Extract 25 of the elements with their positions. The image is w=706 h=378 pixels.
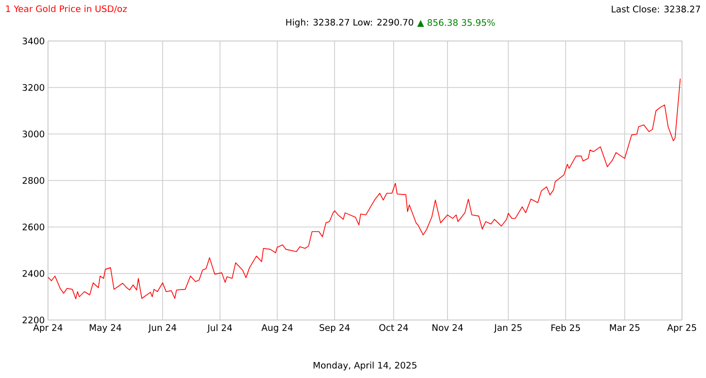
x-tick-label: May 24 (90, 324, 122, 333)
x-tick-label: Apr 24 (33, 324, 62, 333)
chart-title: 1 Year Gold Price in USD/oz (6, 5, 127, 13)
y-tick-label: 2800 (22, 177, 44, 184)
y-tick-label: 3200 (22, 84, 44, 91)
text: Monday, April 14, 2025 (314, 362, 416, 370)
y-tick-label: 2600 (22, 224, 44, 230)
text: ▲ 856.38 35.95% (417, 19, 495, 27)
text: Last Close: 3238.27 (612, 6, 700, 12)
y-tick-label: 3000 (22, 130, 44, 138)
y-tick-label: 3400 (22, 38, 44, 44)
chart-subtitle: High: 3238.27 Low: 2290.70 (286, 18, 414, 28)
x-tick-label: Oct 24 (379, 324, 408, 331)
x-tick-label: Aug 24 (261, 324, 293, 333)
x-tick-label: Sep 24 (320, 324, 350, 333)
x-tick-label: Mar 25 (610, 324, 640, 331)
x-tick-label: Feb 25 (551, 324, 580, 332)
x-tick-label: Jan 25 (494, 324, 522, 333)
x-tick-label: Jun 24 (148, 324, 176, 333)
x-tick-label: Jul 24 (206, 324, 232, 333)
x-tick-label: Nov 24 (432, 324, 463, 331)
y-tick-label: 2400 (22, 270, 44, 277)
x-tick-label: Apr 25 (667, 324, 696, 333)
y-tick-label: 2200 (22, 316, 44, 324)
line-series (48, 78, 681, 300)
